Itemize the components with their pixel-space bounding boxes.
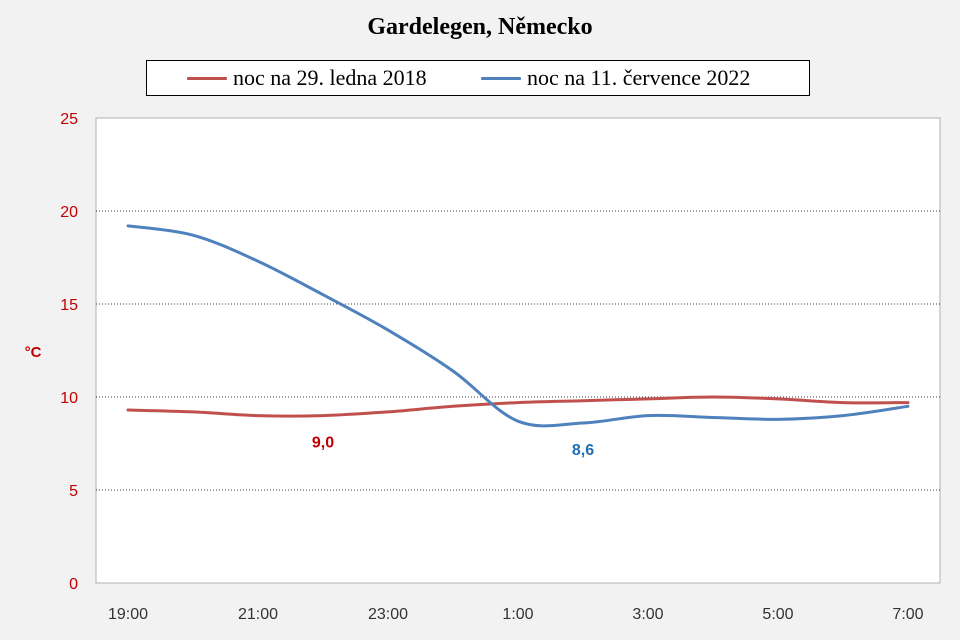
- plot-area: [95, 117, 941, 584]
- legend-label-winter-2018: noc na 29. ledna 2018: [233, 65, 427, 90]
- x-tick-label: 19:00: [108, 606, 148, 623]
- x-tick-label: 5:00: [762, 606, 793, 623]
- x-tick-label: 3:00: [632, 606, 663, 623]
- legend-swatch-winter-2018: [187, 76, 227, 80]
- x-tick-label: 1:00: [502, 606, 533, 623]
- x-tick-label: 23:00: [368, 606, 408, 623]
- chart-title: Gardelegen, Německo: [367, 14, 593, 40]
- legend-label-summer-2022: noc na 11. července 2022: [527, 65, 751, 90]
- y-tick-label: 20: [60, 204, 78, 221]
- series-line-0: [126, 395, 910, 418]
- x-tick-label: 21:00: [238, 606, 278, 623]
- y-tick-label: 0: [69, 576, 78, 593]
- series-line-1: [126, 224, 910, 428]
- y-tick-label: 5: [69, 483, 78, 500]
- data-label: 9,0: [312, 435, 334, 452]
- y-tick-label: 10: [60, 390, 78, 407]
- legend-item-winter-2018: noc na 29. ledna 2018: [187, 65, 427, 90]
- legend-item-summer-2022: noc na 11. července 2022: [481, 65, 751, 90]
- y-axis-label: °C: [25, 344, 42, 361]
- legend: noc na 29. ledna 2018 noc na 11. červenc…: [146, 60, 810, 96]
- legend-swatch-summer-2022: [481, 76, 521, 80]
- x-tick-label: 7:00: [892, 606, 923, 623]
- y-tick-label: 15: [60, 297, 78, 314]
- data-label: 8,6: [572, 442, 594, 459]
- y-tick-label: 25: [60, 111, 78, 128]
